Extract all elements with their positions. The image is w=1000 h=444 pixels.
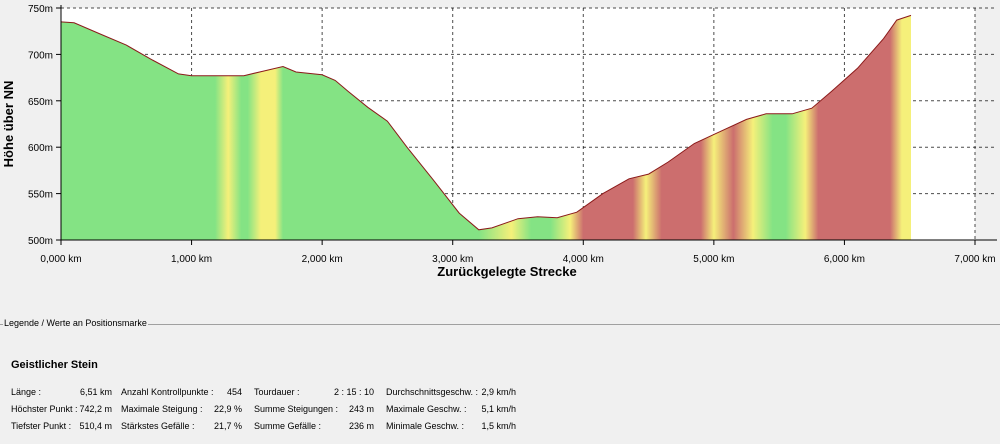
stat-max-incline-label: Maximale Steigung : [121, 404, 203, 414]
x-tick-label: 0,000 km [40, 254, 81, 265]
stat-total-ascent-label: Summe Steigungen : [254, 404, 339, 414]
stat-max-speed-label: Maximale Geschw. : [386, 404, 467, 414]
elevation-chart: 0,000 km 1,000 km 2,000 km 3,000 km 4,000 km… [1, 4, 997, 279]
stat-total-ascent-value: 243 m [348, 404, 374, 414]
stat-duration-value: 2 : 15 : 10 [333, 387, 374, 397]
legend-rule-left [0, 324, 4, 325]
x-tick-label: 4,000 km [563, 254, 604, 265]
stat-length-label: Länge : [11, 387, 42, 397]
y-tick-label: 650m [28, 97, 53, 108]
elevation-profile-plot: 0,000 km 1,000 km 2,000 km 3,000 km 4,000 km… [1, 4, 997, 279]
x-tick-label: 7,000 km [954, 254, 995, 265]
stat-checkpoints-label: Anzahl Kontrollpunkte : [121, 387, 214, 397]
legend-rule-right [142, 324, 1000, 325]
stat-checkpoints-value: 454 [226, 387, 242, 397]
stat-lowest-label: Tiefster Punkt : [11, 421, 72, 431]
stat-max-incline-value: 22,9 % [213, 404, 242, 414]
stat-total-descent-label: Summe Gefälle : [254, 421, 322, 431]
stat-min-speed-label: Minimale Geschw. : [386, 421, 465, 431]
stat-min-speed-value: 1,5 km/h [481, 421, 516, 431]
y-tick-label: 550m [28, 190, 53, 201]
x-tick-label: 5,000 km [693, 254, 734, 265]
stat-max-decline-label: Stärkstes Gefälle : [121, 421, 195, 431]
x-tick-label: 3,000 km [432, 254, 473, 265]
stat-duration-label: Tourdauer : [254, 387, 300, 397]
stat-highest-value: 742,2 m [79, 404, 112, 414]
y-tick-label: 500m [28, 236, 53, 247]
y-tick-label: 600m [28, 143, 53, 154]
stat-length-value: 6,51 km [79, 387, 112, 397]
stat-highest-label: Höchster Punkt : [11, 404, 78, 414]
y-tick-label: 750m [28, 4, 53, 15]
stat-avg-speed-label: Durchschnittsgeschw. : [386, 387, 479, 397]
legend-caption: Legende / Werte an Positionsmarke [3, 318, 148, 328]
y-tick-label: 700m [28, 50, 53, 61]
stat-max-speed-value: 5,1 km/h [481, 404, 516, 414]
x-tick-label: 2,000 km [302, 254, 343, 265]
stat-avg-speed-value: 2,9 km/h [481, 387, 516, 397]
legend-panel: Legende / Werte an Positionsmarke Geistl… [0, 318, 1000, 444]
tour-name: Geistlicher Stein [11, 359, 98, 371]
x-tick-label: 1,000 km [171, 254, 212, 265]
x-axis-label: Zurückgelegte Strecke [437, 264, 576, 279]
stat-lowest-value: 510,4 m [79, 421, 112, 431]
axes [56, 5, 997, 245]
profile-line [60, 14, 912, 231]
tick-labels: 0,000 km 1,000 km 2,000 km 3,000 km 4,000 km… [28, 4, 996, 265]
stat-total-descent-value: 236 m [348, 421, 374, 431]
y-axis-label: Höhe über NN [1, 81, 16, 168]
stat-max-decline-value: 21,7 % [213, 421, 242, 431]
x-tick-label: 6,000 km [824, 254, 865, 265]
